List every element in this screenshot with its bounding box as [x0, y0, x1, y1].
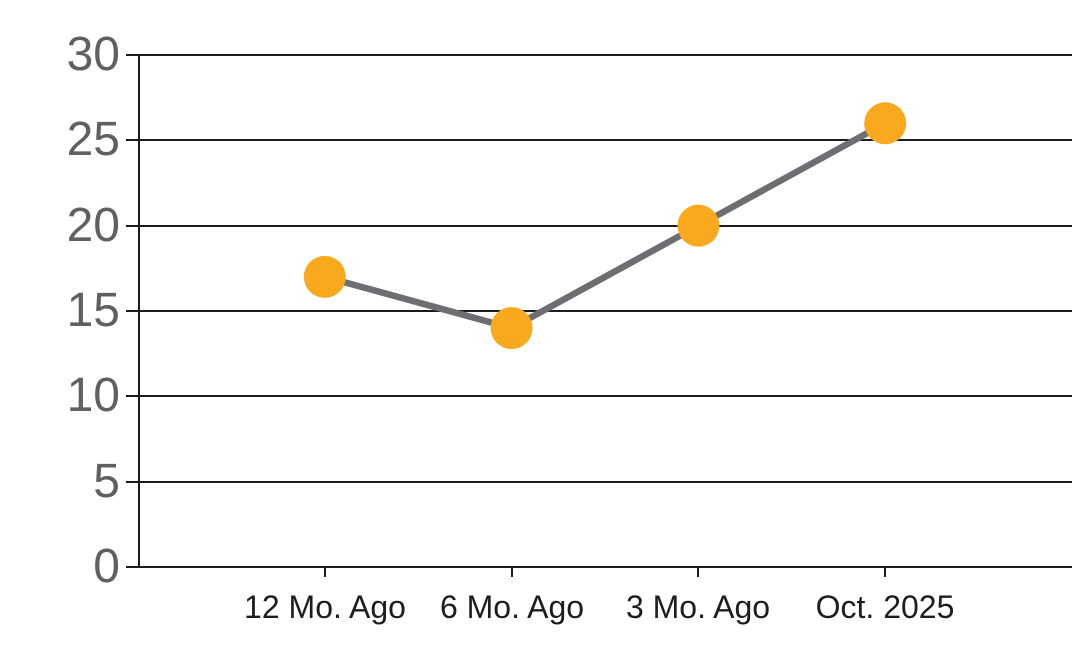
data-point-marker	[490, 307, 533, 350]
x-axis-label: 3 Mo. Ago	[625, 589, 771, 625]
y-axis-tick	[126, 395, 138, 397]
x-axis-label: Oct. 2025	[815, 589, 955, 625]
y-axis-label: 5	[93, 455, 120, 508]
y-axis-tick	[126, 225, 138, 227]
x-axis-tick	[324, 567, 326, 577]
gridline	[138, 481, 1072, 483]
y-axis-tick	[126, 139, 138, 141]
data-point-marker	[303, 255, 346, 298]
y-axis-tick	[126, 481, 138, 483]
y-axis-label: 10	[66, 369, 120, 422]
y-axis-tick	[126, 566, 138, 568]
y-axis-tick	[126, 54, 138, 56]
y-axis-label: 15	[66, 284, 120, 337]
x-axis-tick	[697, 567, 699, 577]
y-axis-tick	[126, 310, 138, 312]
gridline	[138, 310, 1072, 312]
y-axis-line	[138, 54, 140, 568]
y-axis-label: 0	[93, 540, 120, 593]
chart-series-svg	[303, 102, 907, 350]
y-axis-label: 20	[66, 199, 120, 252]
data-point-marker	[677, 204, 720, 247]
gridline	[138, 54, 1072, 56]
x-axis-label: 12 Mo. Ago	[244, 589, 406, 625]
x-axis-label: 6 Mo. Ago	[439, 589, 585, 625]
x-axis-tick	[884, 567, 886, 577]
gridline	[138, 139, 1072, 141]
x-axis-tick	[511, 567, 513, 577]
data-point-marker	[864, 102, 907, 145]
gridline	[138, 395, 1072, 397]
gridline	[138, 225, 1072, 227]
series-line	[323, 120, 887, 332]
gridline	[138, 566, 1072, 568]
y-axis-label: 25	[66, 113, 120, 166]
y-axis-label: 30	[66, 28, 120, 81]
